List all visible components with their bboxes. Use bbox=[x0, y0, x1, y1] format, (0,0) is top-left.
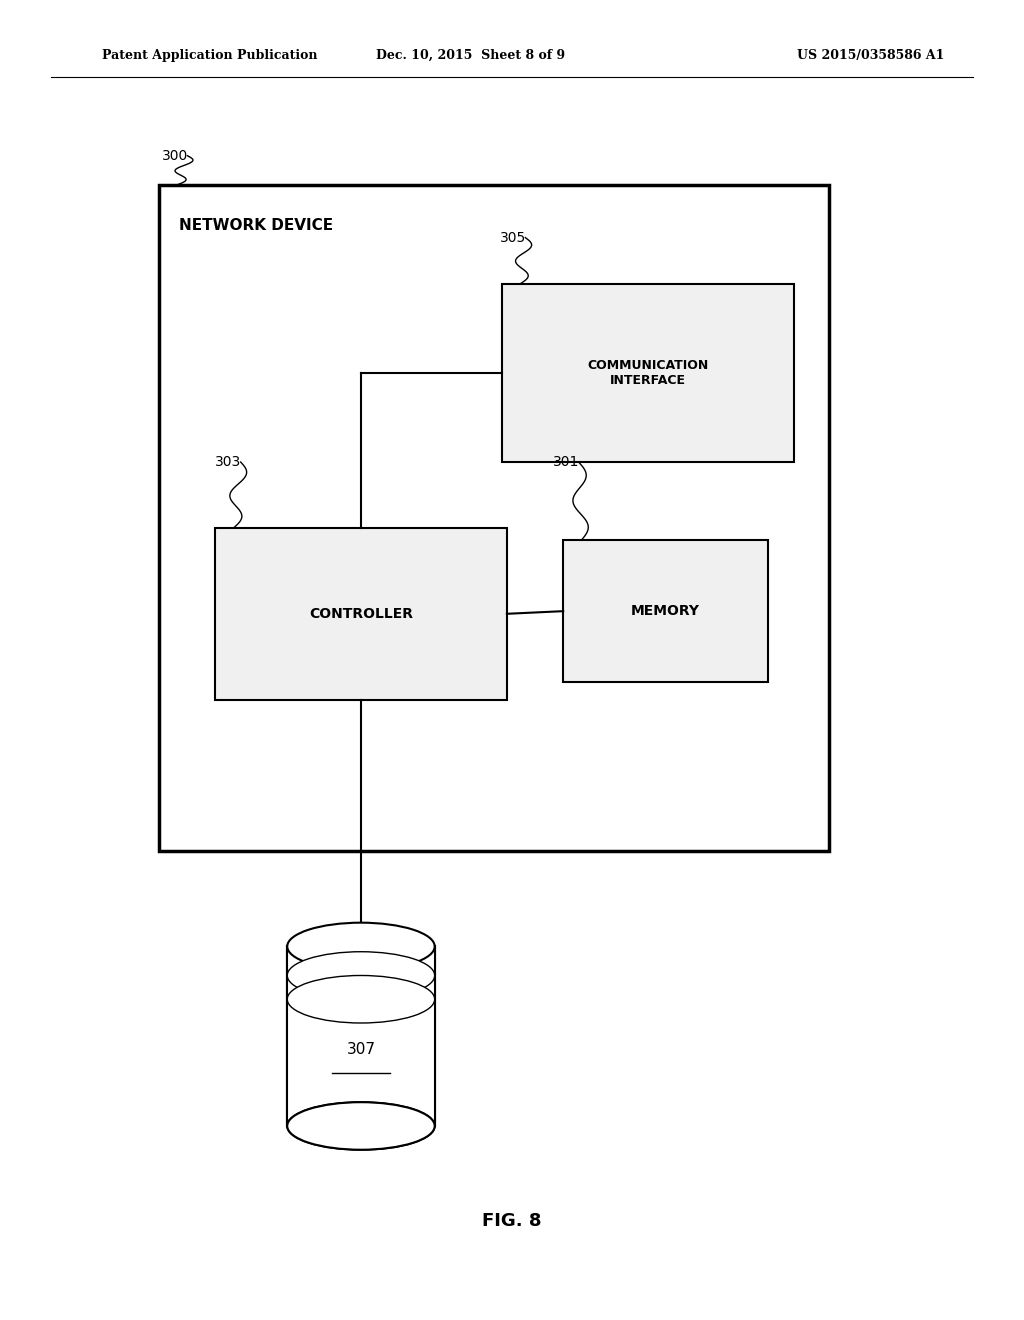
Text: MEMORY: MEMORY bbox=[631, 605, 700, 618]
FancyBboxPatch shape bbox=[159, 185, 829, 851]
Text: Dec. 10, 2015  Sheet 8 of 9: Dec. 10, 2015 Sheet 8 of 9 bbox=[377, 49, 565, 62]
Text: FIG. 8: FIG. 8 bbox=[482, 1212, 542, 1230]
Text: 303: 303 bbox=[215, 455, 242, 469]
Text: Patent Application Publication: Patent Application Publication bbox=[102, 49, 317, 62]
FancyBboxPatch shape bbox=[563, 540, 768, 682]
Text: NETWORK DEVICE: NETWORK DEVICE bbox=[179, 218, 334, 232]
Text: US 2015/0358586 A1: US 2015/0358586 A1 bbox=[797, 49, 944, 62]
Text: 301: 301 bbox=[553, 455, 580, 469]
Text: 300: 300 bbox=[162, 149, 188, 162]
Bar bbox=[287, 946, 434, 1126]
Ellipse shape bbox=[287, 952, 434, 999]
FancyBboxPatch shape bbox=[215, 528, 507, 700]
Ellipse shape bbox=[287, 1102, 434, 1150]
Ellipse shape bbox=[287, 975, 434, 1023]
FancyBboxPatch shape bbox=[502, 284, 794, 462]
Text: 305: 305 bbox=[500, 231, 526, 244]
Ellipse shape bbox=[287, 1102, 434, 1150]
Text: COMMUNICATION
INTERFACE: COMMUNICATION INTERFACE bbox=[587, 359, 709, 387]
Text: CONTROLLER: CONTROLLER bbox=[309, 607, 413, 620]
Text: 307: 307 bbox=[346, 1041, 376, 1057]
Ellipse shape bbox=[287, 923, 434, 970]
